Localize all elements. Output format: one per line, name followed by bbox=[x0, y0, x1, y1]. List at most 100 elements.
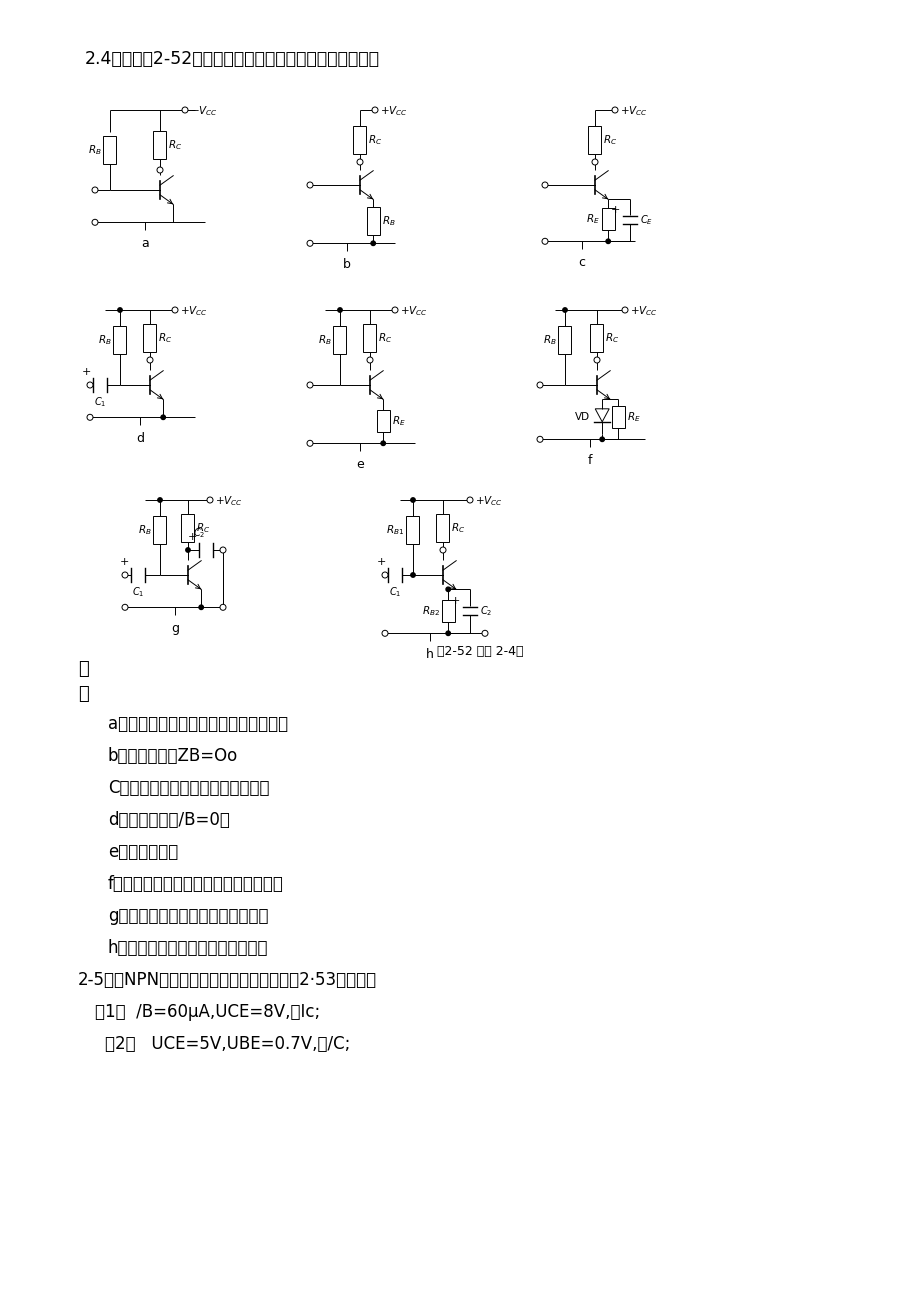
Bar bbox=[113, 327, 127, 354]
Text: a无放大作用。电源极性与三极管不符。: a无放大作用。电源极性与三极管不符。 bbox=[108, 716, 288, 732]
Circle shape bbox=[611, 107, 618, 113]
Bar bbox=[376, 410, 390, 432]
Circle shape bbox=[199, 605, 203, 609]
Circle shape bbox=[158, 498, 162, 502]
Text: 2-5已知NPN型三极管的输入，输出特性如图2·53所示，若: 2-5已知NPN型三极管的输入，输出特性如图2·53所示，若 bbox=[78, 971, 377, 989]
Circle shape bbox=[357, 159, 363, 165]
Text: $R_E$: $R_E$ bbox=[626, 410, 640, 424]
Bar bbox=[406, 516, 419, 544]
Text: e: e bbox=[356, 458, 364, 471]
Text: h: h bbox=[425, 648, 434, 661]
Text: a: a bbox=[141, 237, 149, 250]
Text: （1）  /B=60μA,UCE=8V,求Ic;: （1） /B=60μA,UCE=8V,求Ic; bbox=[95, 1003, 320, 1021]
Circle shape bbox=[446, 587, 450, 592]
Circle shape bbox=[118, 308, 122, 312]
Circle shape bbox=[537, 382, 542, 388]
Text: $+V_{CC}$: $+V_{CC}$ bbox=[400, 304, 427, 317]
Text: g: g bbox=[171, 622, 179, 635]
Text: g无放大作用。交流通路输出短路。: g无放大作用。交流通路输出短路。 bbox=[108, 907, 268, 925]
Text: $C_2$: $C_2$ bbox=[480, 605, 492, 618]
Circle shape bbox=[594, 356, 599, 363]
Text: $C_E$: $C_E$ bbox=[640, 213, 652, 228]
Circle shape bbox=[87, 414, 93, 420]
Text: $R_C$: $R_C$ bbox=[378, 330, 392, 345]
Text: $R_C$: $R_C$ bbox=[451, 522, 465, 535]
Bar bbox=[153, 131, 166, 159]
Text: $R_B$: $R_B$ bbox=[138, 523, 152, 537]
Text: $+V_{CC}$: $+V_{CC}$ bbox=[630, 304, 657, 317]
Circle shape bbox=[439, 546, 446, 553]
Text: VD: VD bbox=[574, 412, 590, 422]
Circle shape bbox=[606, 239, 609, 243]
Text: C无放大作用。交流通路输入短路。: C无放大作用。交流通路输入短路。 bbox=[108, 779, 269, 798]
Circle shape bbox=[337, 308, 342, 312]
Text: +: + bbox=[376, 557, 386, 567]
Circle shape bbox=[537, 436, 542, 442]
Text: b: b bbox=[343, 259, 350, 272]
Circle shape bbox=[541, 182, 548, 189]
Circle shape bbox=[591, 159, 597, 165]
Bar bbox=[601, 208, 614, 230]
Text: $C_1$: $C_1$ bbox=[94, 396, 106, 409]
Circle shape bbox=[467, 497, 472, 503]
Text: $R_E$: $R_E$ bbox=[585, 212, 599, 226]
Bar bbox=[441, 600, 454, 622]
Text: $-V_{CC}$: $-V_{CC}$ bbox=[190, 104, 218, 118]
Circle shape bbox=[147, 356, 153, 363]
Text: b无放大作用。ZB=Oo: b无放大作用。ZB=Oo bbox=[108, 747, 238, 765]
Text: 图2-52 习题 2-4图: 图2-52 习题 2-4图 bbox=[437, 645, 523, 658]
Text: e有放大作用。: e有放大作用。 bbox=[108, 843, 178, 861]
Bar bbox=[103, 137, 117, 164]
Circle shape bbox=[157, 167, 163, 173]
Text: +: + bbox=[450, 596, 460, 606]
Bar bbox=[611, 406, 624, 428]
Text: $+V_{CC}$: $+V_{CC}$ bbox=[180, 304, 208, 317]
Circle shape bbox=[411, 498, 414, 502]
Circle shape bbox=[307, 382, 312, 388]
Text: $R_C$: $R_C$ bbox=[197, 522, 210, 535]
Text: $R_E$: $R_E$ bbox=[391, 415, 405, 428]
Text: $R_C$: $R_C$ bbox=[605, 330, 619, 345]
Circle shape bbox=[599, 437, 604, 441]
Text: +: + bbox=[82, 367, 91, 377]
Circle shape bbox=[182, 107, 187, 113]
Circle shape bbox=[92, 187, 98, 193]
Text: +: + bbox=[610, 206, 619, 215]
Text: $R_B$: $R_B$ bbox=[87, 143, 101, 157]
Text: $C_2$: $C_2$ bbox=[193, 526, 205, 540]
Text: f: f bbox=[587, 454, 592, 467]
Circle shape bbox=[307, 182, 312, 189]
Text: +: + bbox=[119, 557, 129, 567]
Text: c: c bbox=[578, 256, 584, 269]
Text: $R_{B2}$: $R_{B2}$ bbox=[421, 605, 439, 618]
Circle shape bbox=[381, 572, 388, 578]
Bar bbox=[333, 327, 346, 354]
Bar bbox=[153, 516, 166, 544]
Bar bbox=[367, 207, 380, 235]
Circle shape bbox=[370, 241, 375, 246]
Text: d无放大作用。/B=0。: d无放大作用。/B=0。 bbox=[108, 811, 230, 829]
Circle shape bbox=[381, 630, 388, 636]
Circle shape bbox=[391, 307, 398, 314]
Text: $+V_{CC}$: $+V_{CC}$ bbox=[380, 104, 407, 118]
Circle shape bbox=[621, 307, 628, 314]
Bar bbox=[353, 126, 366, 154]
Bar bbox=[590, 324, 603, 353]
Text: +: + bbox=[187, 532, 197, 543]
Bar bbox=[143, 324, 156, 353]
Circle shape bbox=[207, 497, 213, 503]
Circle shape bbox=[186, 548, 190, 552]
Text: $R_B$: $R_B$ bbox=[317, 333, 331, 347]
Text: $R_B$: $R_B$ bbox=[97, 333, 111, 347]
Circle shape bbox=[371, 107, 378, 113]
Circle shape bbox=[87, 382, 93, 388]
Bar bbox=[588, 126, 601, 154]
Text: $C_1$: $C_1$ bbox=[389, 585, 401, 598]
Text: $+V_{CC}$: $+V_{CC}$ bbox=[619, 104, 647, 118]
Text: $R_{B1}$: $R_{B1}$ bbox=[386, 523, 404, 537]
Text: h无放大作用。交流通路输入短路。: h无放大作用。交流通路输入短路。 bbox=[108, 939, 268, 958]
Circle shape bbox=[122, 604, 128, 610]
Circle shape bbox=[307, 241, 312, 246]
Circle shape bbox=[562, 308, 567, 312]
Text: 解: 解 bbox=[78, 660, 88, 678]
